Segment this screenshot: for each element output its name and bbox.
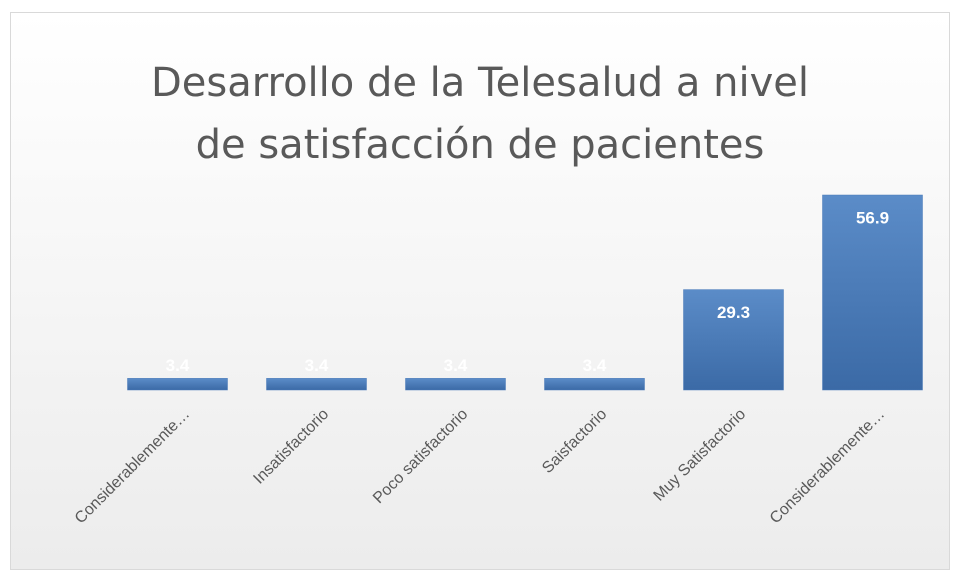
data-label: 3.4: [305, 356, 329, 375]
x-tick-label: Muy Satisfactorio: [651, 406, 750, 505]
bar: [266, 378, 367, 391]
x-tick-label: Considerablemente…: [72, 406, 193, 527]
x-tick-label: Considerablemente…: [767, 406, 888, 527]
bar: [405, 378, 506, 391]
x-tick-label: Saisfactorio: [539, 406, 610, 477]
chart-area: [10, 12, 950, 570]
bar: [127, 378, 228, 391]
bar: [683, 289, 784, 391]
data-label: 3.4: [166, 356, 190, 375]
x-tick-label: Insatisfactorio: [250, 406, 332, 488]
chart-title: Desarrollo de la Telesalud a nivel de sa…: [151, 60, 809, 168]
data-label: 3.4: [444, 356, 468, 375]
data-label: 29.3: [717, 303, 750, 322]
bar: [544, 378, 645, 391]
data-label: 3.4: [583, 356, 607, 375]
x-tick-label: Poco satisfactorio: [370, 406, 471, 507]
data-label: 56.9: [856, 208, 889, 227]
bar: [822, 194, 923, 391]
